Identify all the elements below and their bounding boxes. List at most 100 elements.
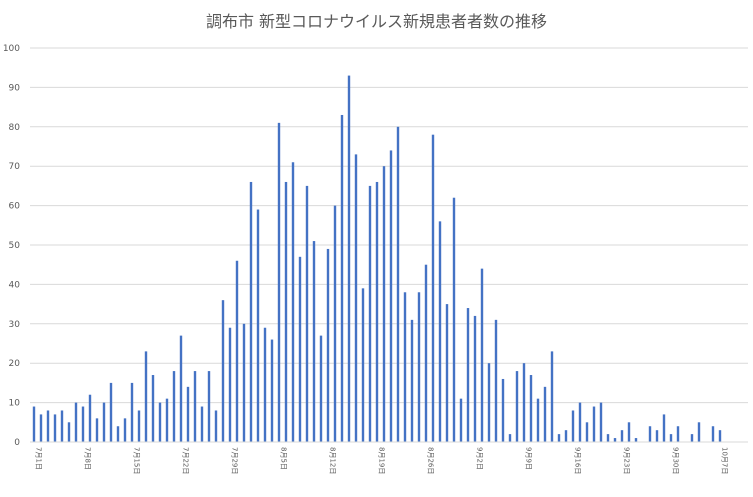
bar — [368, 185, 372, 442]
y-tick-label: 30 — [9, 320, 21, 330]
y-tick-label: 80 — [9, 123, 21, 133]
bar — [32, 406, 36, 442]
bar — [81, 406, 85, 442]
x-tick-label: 8月26日 — [427, 447, 435, 474]
bar — [662, 414, 666, 442]
bar — [648, 426, 652, 442]
bar — [585, 422, 589, 442]
bar — [480, 268, 484, 442]
bar — [655, 430, 659, 442]
x-tick-label: 10月7日 — [721, 447, 729, 474]
y-tick-label: 60 — [9, 202, 21, 212]
bar — [508, 434, 512, 442]
bar — [718, 430, 722, 442]
bar — [151, 375, 155, 442]
bar — [333, 205, 337, 442]
bar — [221, 300, 225, 442]
x-axis-ticks: 7月1日 7月8日 7月15日 7月22日 7月29日 8月5日 8月12日 8月19日 8月2… — [35, 447, 729, 474]
bar — [711, 426, 715, 442]
bar — [627, 422, 631, 442]
bar — [214, 410, 218, 442]
x-tick-label: 7月22日 — [182, 447, 190, 474]
bar — [179, 335, 183, 442]
x-tick-label: 8月19日 — [378, 447, 386, 474]
bar — [578, 402, 582, 442]
bar — [95, 418, 99, 442]
x-tick-label: 7月8日 — [84, 447, 92, 470]
bar — [501, 378, 505, 442]
bar — [417, 292, 421, 442]
bar — [130, 382, 134, 442]
bar — [459, 398, 463, 442]
bar — [550, 351, 554, 442]
bar — [361, 288, 365, 442]
bar — [277, 122, 281, 443]
bar — [137, 410, 141, 442]
bar — [193, 371, 197, 442]
x-tick-label: 7月29日 — [231, 447, 239, 474]
bar — [235, 260, 239, 442]
bar — [46, 410, 50, 442]
bar — [305, 185, 309, 442]
bar — [543, 386, 547, 442]
bar — [354, 154, 358, 442]
bar — [410, 319, 414, 442]
bar — [67, 422, 71, 442]
y-tick-label: 50 — [9, 241, 21, 251]
x-tick-label: 9月16日 — [574, 447, 582, 474]
bar — [319, 335, 323, 442]
bar — [613, 438, 617, 442]
x-tick-label: 9月23日 — [623, 447, 631, 474]
y-tick-label: 10 — [9, 399, 21, 409]
x-tick-label: 8月12日 — [329, 447, 337, 474]
y-tick-label: 90 — [9, 83, 21, 93]
bar — [606, 434, 610, 442]
bar — [487, 363, 491, 442]
bar — [109, 382, 113, 442]
bar — [186, 386, 190, 442]
y-tick-label: 0 — [14, 438, 20, 448]
y-tick-label: 40 — [9, 280, 21, 290]
bar — [60, 410, 64, 442]
x-tick-label: 7月1日 — [35, 447, 43, 470]
bar — [529, 375, 533, 442]
bar — [326, 248, 330, 442]
bar — [466, 308, 470, 442]
x-tick-label: 7月15日 — [133, 447, 141, 474]
bar — [536, 398, 540, 442]
bar — [564, 430, 568, 442]
bar — [340, 114, 344, 442]
x-tick-label: 9月2日 — [476, 447, 484, 470]
bar — [172, 371, 176, 442]
bar — [291, 162, 295, 442]
y-tick-label: 70 — [9, 162, 21, 172]
y-tick-label: 100 — [3, 44, 20, 54]
bar — [571, 410, 575, 442]
bar — [88, 394, 92, 442]
bar — [158, 402, 162, 442]
bar — [669, 434, 673, 442]
bar — [144, 351, 148, 442]
bar — [690, 434, 694, 442]
bar — [676, 426, 680, 442]
x-tick-label: 9月30日 — [672, 447, 680, 474]
bar — [389, 150, 393, 442]
y-tick-label: 20 — [9, 359, 21, 369]
bar — [697, 422, 701, 442]
bar — [102, 402, 106, 442]
bar — [515, 371, 519, 442]
bar — [431, 134, 435, 442]
bar — [599, 402, 603, 442]
bar — [494, 319, 498, 442]
bar — [74, 402, 78, 442]
bar — [438, 221, 442, 442]
bar — [634, 438, 638, 442]
bar — [557, 434, 561, 442]
x-tick-label: 8月5日 — [280, 447, 288, 470]
bar — [228, 327, 232, 442]
bar — [270, 339, 274, 442]
x-tick-label: 9月9日 — [525, 447, 533, 470]
gridlines — [30, 47, 748, 404]
bar — [382, 166, 386, 442]
bar — [165, 398, 169, 442]
